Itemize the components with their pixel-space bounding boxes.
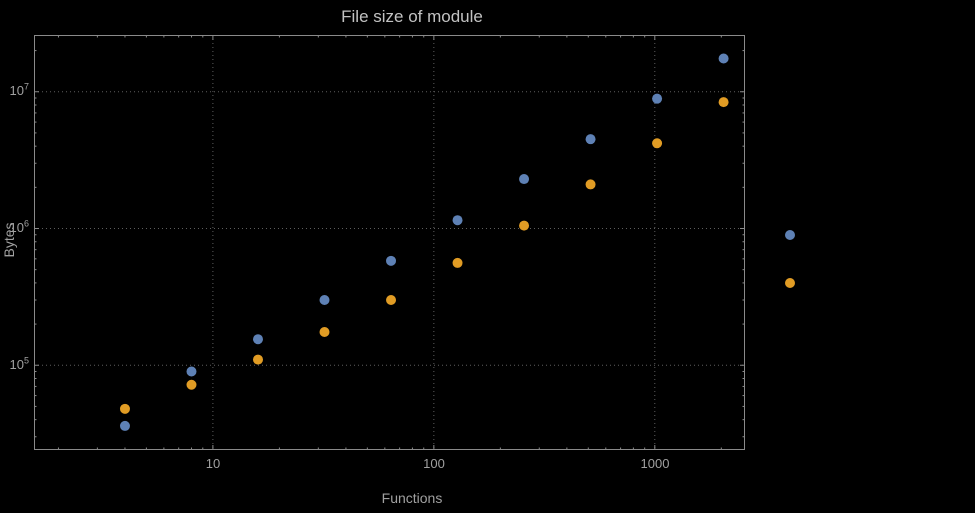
legend-marker-series-orange [785,278,795,288]
y-tick-label-1e5: 105 [0,355,29,372]
x-tick-label-100: 100 [423,456,445,471]
y-tick-base: 10 [9,83,24,98]
x-tick-label-10: 10 [205,456,221,471]
y-tick-label-1e6: 106 [0,218,29,235]
x-axis-label: Functions [381,490,443,506]
y-tick-exponent: 7 [23,81,29,92]
y-tick-base: 10 [9,220,24,235]
x-tick-label-1000: 1000 [640,456,670,471]
y-tick-label-1e7: 107 [0,81,29,98]
scatter-plot [34,35,745,450]
y-tick-exponent: 6 [23,218,29,229]
y-tick-base: 10 [9,357,24,372]
y-tick-exponent: 5 [23,355,29,366]
chart-title: File size of module [341,7,483,26]
legend-marker-series-blue [785,230,795,240]
